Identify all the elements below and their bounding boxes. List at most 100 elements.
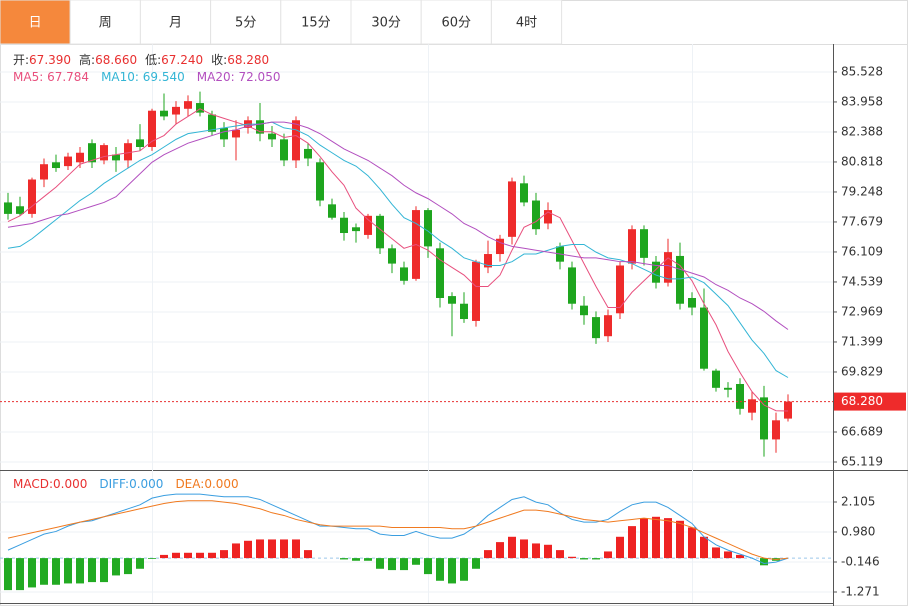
legend-value: 67.390: [29, 53, 71, 67]
info: 开:67.390 高:68.660 低:67.240 收:68.280: [13, 52, 269, 67]
candle-body: [64, 156, 72, 167]
tab-label[interactable]: 4时: [516, 16, 537, 31]
legend-value: 72.050: [238, 70, 280, 84]
candle-body: [616, 265, 624, 314]
macd-bar: [28, 558, 36, 588]
legend-value: 0.000: [53, 477, 87, 491]
tab[interactable]: 周: [69, 0, 141, 45]
macd-bar: [760, 558, 768, 566]
y-tick-label: 72.969: [841, 304, 883, 318]
macd-bar: [436, 558, 444, 581]
macd-bar: [256, 539, 264, 559]
legend-value: 68.660: [95, 53, 137, 67]
macd-bar: [88, 558, 96, 583]
legend-value: 69.540: [143, 70, 185, 84]
candle-body: [688, 297, 696, 308]
legend-value: 67.784: [47, 70, 89, 84]
tab-label[interactable]: 60分: [442, 16, 472, 31]
y-tick-label: 85.528: [841, 64, 883, 78]
legend-label: 开:: [13, 53, 29, 67]
candle-body: [700, 307, 708, 369]
y-tick-label: 82.388: [841, 124, 883, 138]
candle-body: [352, 227, 360, 232]
marks: [0, 91, 833, 591]
legend-label: 高:: [79, 52, 95, 67]
y-tick-label: 2.105: [841, 494, 875, 508]
macd-bar: [640, 518, 648, 559]
last-price-box: [834, 392, 906, 411]
macd-bar: [340, 558, 348, 560]
legend-label: DIFF:: [99, 477, 129, 491]
tab-bg[interactable]: [69, 0, 141, 45]
tab[interactable]: 月: [139, 0, 212, 45]
candle-body: [736, 383, 744, 409]
tab-label[interactable]: 30分: [371, 16, 401, 31]
macd-bar: [508, 536, 516, 559]
macd-bar: [676, 520, 684, 559]
tab-label[interactable]: 5分: [235, 16, 256, 31]
candle-body: [316, 162, 324, 201]
tab-label[interactable]: 周: [99, 16, 112, 31]
macd-bar: [364, 558, 372, 561]
ma-line: [7, 121, 789, 330]
legend-label: MA5:: [13, 70, 47, 84]
tab-bg[interactable]: [490, 0, 563, 45]
tab[interactable]: 5分: [210, 0, 282, 45]
tab-bg[interactable]: [139, 0, 212, 45]
legend-label: 低:: [145, 53, 161, 67]
y-tick-label: 69.829: [841, 364, 883, 378]
tab[interactable]: 15分: [280, 0, 352, 45]
tab-label[interactable]: 日: [29, 16, 42, 31]
candle-body: [724, 387, 732, 390]
macd-legend: MACD:0.000 DIFF:0.000 DEA:0.000: [13, 477, 239, 491]
tab[interactable]: 60分: [420, 0, 492, 45]
macd-bar: [532, 543, 540, 559]
candle-body: [4, 202, 12, 214]
candle-body: [532, 200, 540, 230]
tab-bg[interactable]: [420, 0, 492, 45]
legend-value: 0.000: [204, 477, 238, 491]
candle-body: [712, 370, 720, 388]
legend-value: 0.000: [129, 477, 163, 491]
tab-label[interactable]: 月: [169, 16, 182, 31]
macd-bar: [64, 558, 72, 584]
macd-bar: [604, 551, 612, 559]
tab[interactable]: 4时: [490, 0, 563, 45]
tab-label[interactable]: 15分: [301, 16, 331, 31]
candle-body: [640, 229, 648, 258]
candle-body: [160, 110, 168, 117]
y-tick-label: -0.146: [841, 554, 880, 568]
candle-body: [292, 120, 300, 161]
tab[interactable]: 日: [0, 0, 71, 45]
macd-bar: [292, 539, 300, 559]
ma-legend: MA5: 67.784 MA10: 69.540 MA20: 72.050: [13, 70, 280, 84]
tab-bg[interactable]: [0, 0, 71, 45]
macd-bar: [460, 558, 468, 581]
tab-bg[interactable]: [350, 0, 422, 45]
macd-bar: [184, 552, 192, 559]
candle-body: [136, 139, 144, 148]
macd-bar: [592, 558, 600, 560]
macd-bar: [160, 554, 168, 559]
candle-body: [124, 143, 132, 161]
macd-bar: [520, 539, 528, 559]
candle-body: [592, 317, 600, 339]
tab-bg[interactable]: [210, 0, 282, 45]
candle-body: [580, 305, 588, 316]
candle-body: [388, 248, 396, 264]
candle-body: [436, 248, 444, 298]
candle-body: [28, 179, 36, 214]
y-tick-label: 74.539: [841, 274, 883, 288]
candle-body: [376, 215, 384, 249]
candle-body: [496, 238, 504, 255]
candle-body: [184, 101, 192, 109]
candle-body: [88, 143, 96, 163]
candle-body: [268, 133, 276, 140]
macd-bar: [388, 558, 396, 571]
tab[interactable]: 30分: [350, 0, 422, 45]
macd-bar: [232, 543, 240, 559]
candle-body: [568, 267, 576, 304]
macd-bar: [40, 558, 48, 585]
